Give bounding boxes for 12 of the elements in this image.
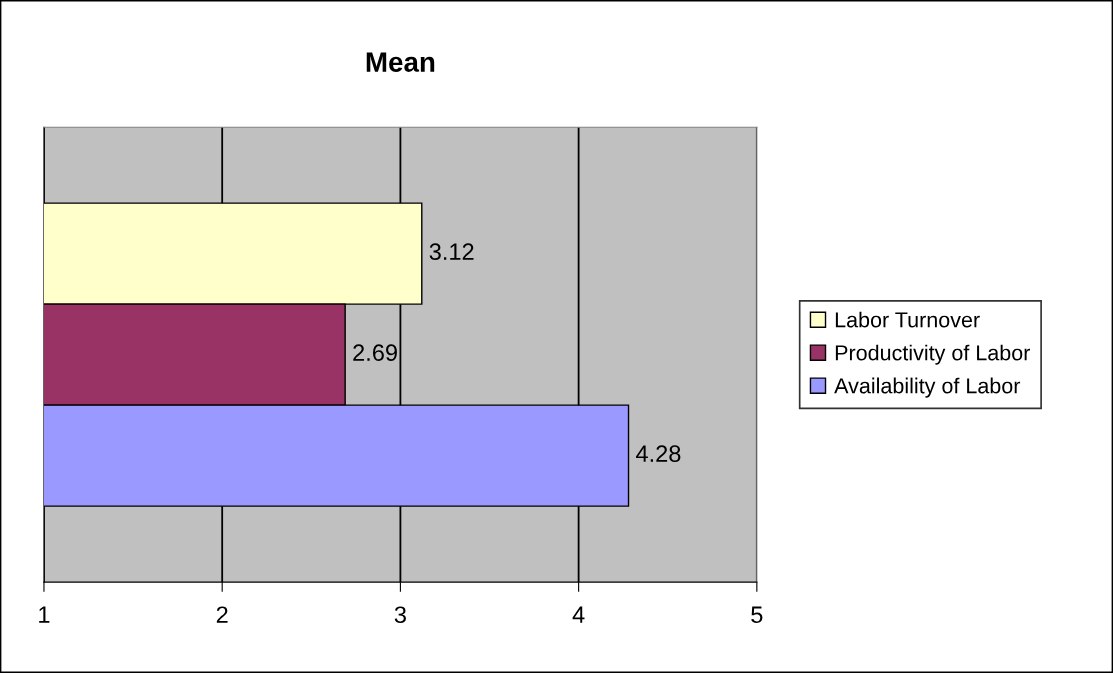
legend-label: Labor Turnover bbox=[835, 311, 980, 328]
data-label: 3.12 bbox=[429, 243, 474, 261]
x-tick-label: 4 bbox=[572, 606, 585, 623]
data-label: 2.69 bbox=[353, 344, 397, 362]
x-tick-label: 1 bbox=[39, 606, 50, 623]
x-tick-label: 2 bbox=[216, 606, 228, 623]
x-tick-label: 5 bbox=[751, 606, 763, 624]
data-label: 4.28 bbox=[636, 445, 681, 463]
chart-title: Mean bbox=[366, 52, 435, 72]
x-tick-label: 3 bbox=[394, 606, 406, 624]
legend-label: Availability of Labor bbox=[834, 377, 1021, 398]
legend-label: Productivity of Labor bbox=[835, 344, 1031, 365]
